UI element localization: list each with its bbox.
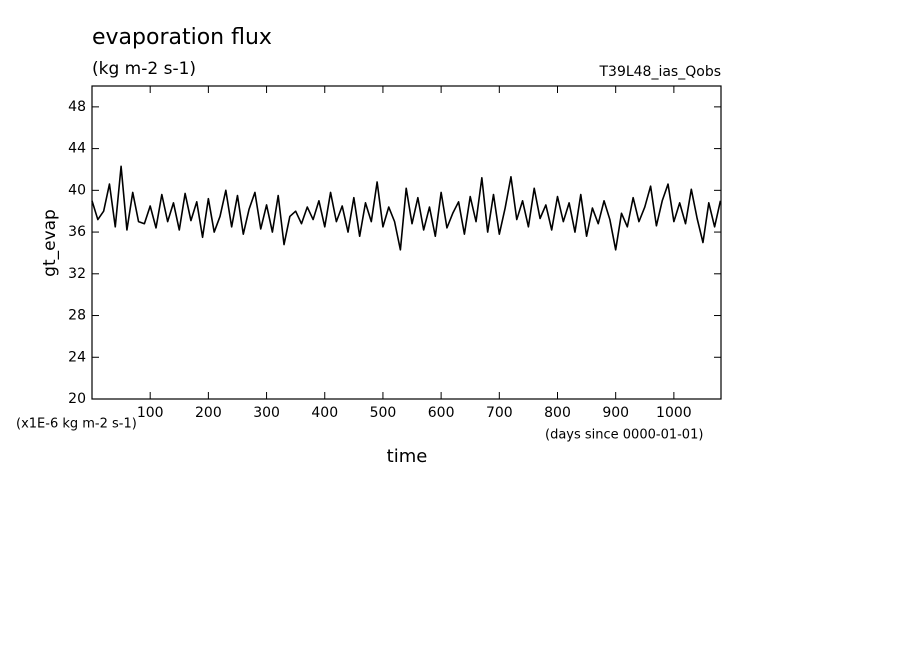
x-tick-label: 200 <box>195 405 222 421</box>
y-tick-label: 40 <box>68 182 86 198</box>
y-tick-label: 28 <box>68 308 86 324</box>
y-axis-label: gt_evap <box>40 209 60 277</box>
x-tick-label: 600 <box>428 405 455 421</box>
y-tick-label: 44 <box>68 141 86 157</box>
x-tick-label: 700 <box>486 405 513 421</box>
y-tick-label: 24 <box>68 349 86 365</box>
y-tick-label: 32 <box>68 266 86 282</box>
x-tick-label: 300 <box>253 405 280 421</box>
chart-title: evaporation flux <box>92 25 272 50</box>
data-line <box>91 165 722 251</box>
y-tick-label: 48 <box>68 99 86 115</box>
x-tick-label: 1000 <box>656 405 692 421</box>
x-tick-label: 900 <box>602 405 629 421</box>
x-tick-label: 100 <box>137 405 164 421</box>
annotation: T39L48_ias_Qobs <box>598 64 721 80</box>
plot-frame <box>91 85 722 400</box>
y-unit-note: (x1E-6 kg m-2 s-1) <box>16 417 137 432</box>
x-tick-label: 500 <box>370 405 397 421</box>
y-tick-label: 36 <box>68 224 86 240</box>
chart-subtitle: (kg m-2 s-1) <box>92 59 196 79</box>
x-axis-label: time <box>387 446 428 467</box>
y-tick-label: 20 <box>68 391 86 407</box>
x-tick-label: 400 <box>311 405 338 421</box>
x-unit-note: (days since 0000-01-01) <box>545 428 703 443</box>
x-tick-label: 800 <box>544 405 571 421</box>
